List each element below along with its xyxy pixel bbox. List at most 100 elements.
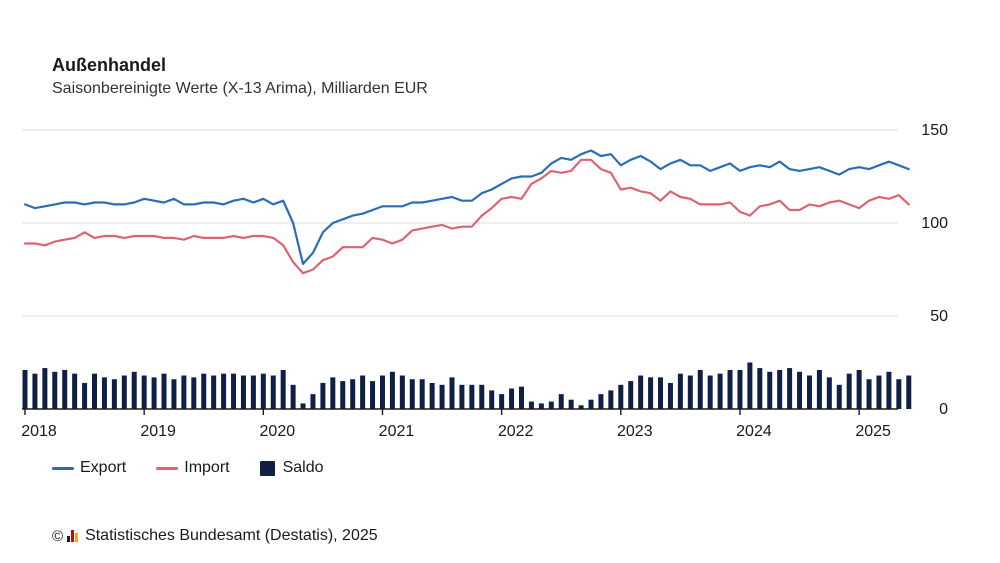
x-tick-label-2024: 2024 (736, 423, 772, 440)
saldo-bar (648, 377, 654, 409)
saldo-bar (270, 375, 276, 409)
saldo-bar (22, 369, 28, 409)
saldo-bar (360, 375, 366, 409)
saldo-bar (558, 394, 564, 409)
saldo-bar (608, 390, 614, 409)
saldo-bar (449, 377, 455, 409)
saldo-bar (896, 379, 902, 409)
legend-item-import[interactable]: Import (156, 459, 230, 477)
saldo-bar (658, 377, 664, 409)
saldo-bar (290, 384, 296, 409)
legend-label-import: Import (184, 459, 230, 476)
saldo-bar (72, 373, 78, 409)
x-tick-label-2023: 2023 (617, 423, 653, 440)
saldo-bar (598, 394, 604, 409)
saldo-bar (240, 375, 246, 409)
saldo-bar (439, 384, 445, 409)
saldo-bar (509, 388, 515, 409)
saldo-bar (797, 371, 803, 409)
saldo-bar (489, 390, 495, 409)
x-tick-label-2021: 2021 (379, 423, 415, 440)
saldo-bar (201, 373, 207, 409)
chart-subtitle: Saisonbereinigte Werte (X-13 Arima), Mil… (52, 80, 428, 97)
saldo-bar (538, 403, 544, 409)
x-tick-label-2025: 2025 (855, 423, 891, 440)
saldo-bar (757, 368, 763, 409)
saldo-bar (697, 369, 703, 409)
saldo-bar (806, 375, 812, 409)
saldo-bar (846, 373, 852, 409)
saldo-bar (906, 375, 912, 409)
saldo-bar (737, 369, 743, 409)
saldo-bar (260, 373, 266, 409)
legend-item-saldo[interactable]: Saldo (259, 459, 324, 477)
saldo-bar (687, 375, 693, 409)
saldo-bar (409, 379, 415, 409)
saldo-bar (459, 384, 465, 409)
saldo-bar (479, 384, 485, 409)
x-tick-label-2018: 2018 (21, 423, 57, 440)
line-export (23, 149, 910, 265)
saldo-bar (866, 379, 872, 409)
saldo-bar (727, 369, 733, 409)
saldo-bar (399, 375, 405, 409)
saldo-bar (92, 373, 98, 409)
saldo-bar (389, 371, 395, 409)
saldo-bar (548, 401, 554, 409)
saldo-bar (519, 386, 524, 409)
saldo-bar (101, 377, 107, 409)
saldo-bar (121, 375, 127, 409)
saldo-bar (161, 373, 167, 409)
saldo-bar (777, 369, 783, 409)
y-tick-label-150: 150 (921, 122, 948, 139)
saldo-bar (82, 382, 88, 409)
saldo-bar (528, 401, 534, 409)
line-import (23, 158, 910, 275)
saldo-bar (300, 403, 306, 409)
legend-label-saldo: Saldo (282, 459, 324, 476)
saldo-bar (578, 405, 584, 409)
y-tick-label-0: 0 (939, 401, 948, 418)
saldo-bar (638, 375, 644, 409)
saldo-bar (876, 375, 882, 409)
saldo-bar (747, 362, 753, 409)
saldo-bar (717, 373, 723, 409)
saldo-bar (111, 379, 117, 409)
x-tick-label-2019: 2019 (140, 423, 176, 440)
destatis-logo-icon (67, 530, 79, 542)
saldo-bar (816, 369, 822, 409)
saldo-bar (628, 381, 634, 409)
saldo-bar (836, 384, 842, 409)
saldo-bar (667, 382, 673, 409)
saldo-bar (707, 375, 713, 409)
saldo-bar (469, 384, 475, 409)
legend-import-swatch (156, 466, 179, 470)
saldo-bar (181, 375, 187, 409)
saldo-bar (131, 371, 137, 409)
axis-labels: 0 50 100 150 2018 2019 2020 2021 2022 2023 2024 202… (21, 122, 948, 440)
saldo-bar (310, 394, 316, 409)
saldo-bar (280, 369, 286, 409)
saldo-bar (221, 373, 227, 409)
saldo-bar (250, 375, 256, 409)
saldo-bar (499, 394, 505, 409)
saldo-bar (767, 371, 773, 409)
y-tick-label-50: 50 (930, 308, 948, 325)
chart-title: Außenhandel (52, 55, 167, 75)
saldo-bar (42, 368, 48, 409)
saldo-bars (22, 362, 912, 409)
legend-export-swatch (52, 466, 74, 470)
saldo-bar (32, 373, 38, 409)
x-tick-label-2022: 2022 (498, 423, 534, 440)
x-axis (22, 408, 898, 415)
saldo-bar (419, 379, 425, 409)
legend-saldo-swatch (259, 460, 275, 476)
saldo-bar (429, 382, 435, 409)
saldo-bar (379, 375, 385, 409)
saldo-bar (171, 379, 177, 409)
saldo-bar (886, 371, 892, 409)
legend-item-export[interactable]: Export (52, 459, 126, 477)
saldo-bar (151, 377, 157, 409)
source-text: Statistisches Bundesamt (Destatis), 2025 (85, 527, 378, 544)
saldo-bar (826, 377, 832, 409)
